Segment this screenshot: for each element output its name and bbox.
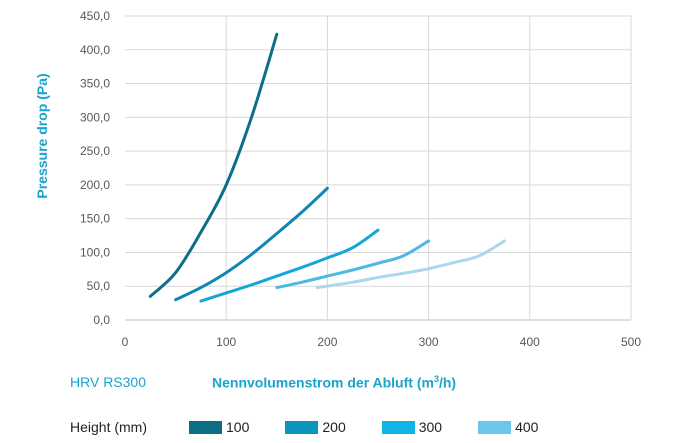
x-axis-label: Nennvolumenstrom der Abluft (m3/h) xyxy=(212,374,456,391)
series-lines xyxy=(148,32,506,303)
legend-swatch-300 xyxy=(381,420,415,434)
legend-title: Height (mm) xyxy=(70,419,148,435)
y-axis-ticks: 0,0 50,0 100,0 150,0 200,0 250,0 300,0 350,0 400… xyxy=(80,9,110,327)
legend: Height (mm) 100 200 300 400 xyxy=(70,419,574,435)
series-line-300 xyxy=(199,228,380,303)
x-tick-label: 100 xyxy=(216,335,236,349)
x-tick-label: 500 xyxy=(621,335,641,349)
series-line-400 xyxy=(275,239,431,290)
y-tick-label: 300,0 xyxy=(80,110,110,124)
legend-item-200: 200 xyxy=(285,419,346,435)
series-line-200 xyxy=(174,186,329,302)
x-tick-label: 300 xyxy=(419,335,439,349)
x-axis-label-suffix: /h) xyxy=(438,374,457,391)
legend-swatch-200 xyxy=(285,420,319,434)
y-tick-label: 400,0 xyxy=(80,43,110,57)
pressure-drop-chart: 0,0 50,0 100,0 150,0 200,0 250,0 300,0 350,0 400… xyxy=(34,9,642,349)
legend-swatch-400 xyxy=(478,420,512,434)
product-label: HRV RS300 xyxy=(70,374,147,390)
x-tick-label: 400 xyxy=(520,335,540,349)
legend-swatch-100 xyxy=(189,420,223,434)
x-axis-ticks: 0 100 200 300 400 500 xyxy=(122,335,642,349)
y-tick-label: 50,0 xyxy=(87,279,111,293)
x-tick-label: 200 xyxy=(317,335,337,349)
y-tick-label: 250,0 xyxy=(80,144,110,158)
x-axis-label-superscript: 3 xyxy=(433,374,439,384)
series-line-100 xyxy=(148,32,279,298)
y-tick-label: 200,0 xyxy=(80,178,110,192)
legend-label-200: 200 xyxy=(322,419,346,435)
y-tick-label: 100,0 xyxy=(80,245,110,259)
grid xyxy=(125,15,632,321)
series-line-extra-4 xyxy=(315,239,506,290)
y-tick-label: 0,0 xyxy=(93,313,110,327)
legend-item-400: 400 xyxy=(478,419,538,435)
legend-label-300: 300 xyxy=(418,419,443,435)
legend-label-100: 100 xyxy=(226,419,250,435)
y-tick-label: 450,0 xyxy=(80,9,110,23)
legend-item-100: 100 xyxy=(189,419,249,435)
x-axis-label-prefix: Nennvolumenstrom der Abluft (m xyxy=(212,374,434,391)
legend-item-300: 300 xyxy=(381,419,443,435)
legend-label-400: 400 xyxy=(515,419,539,435)
y-tick-label: 350,0 xyxy=(80,77,110,91)
x-tick-label: 0 xyxy=(122,335,129,349)
y-tick-label: 150,0 xyxy=(80,212,110,226)
y-axis-label: Pressure drop (Pa) xyxy=(34,73,50,198)
